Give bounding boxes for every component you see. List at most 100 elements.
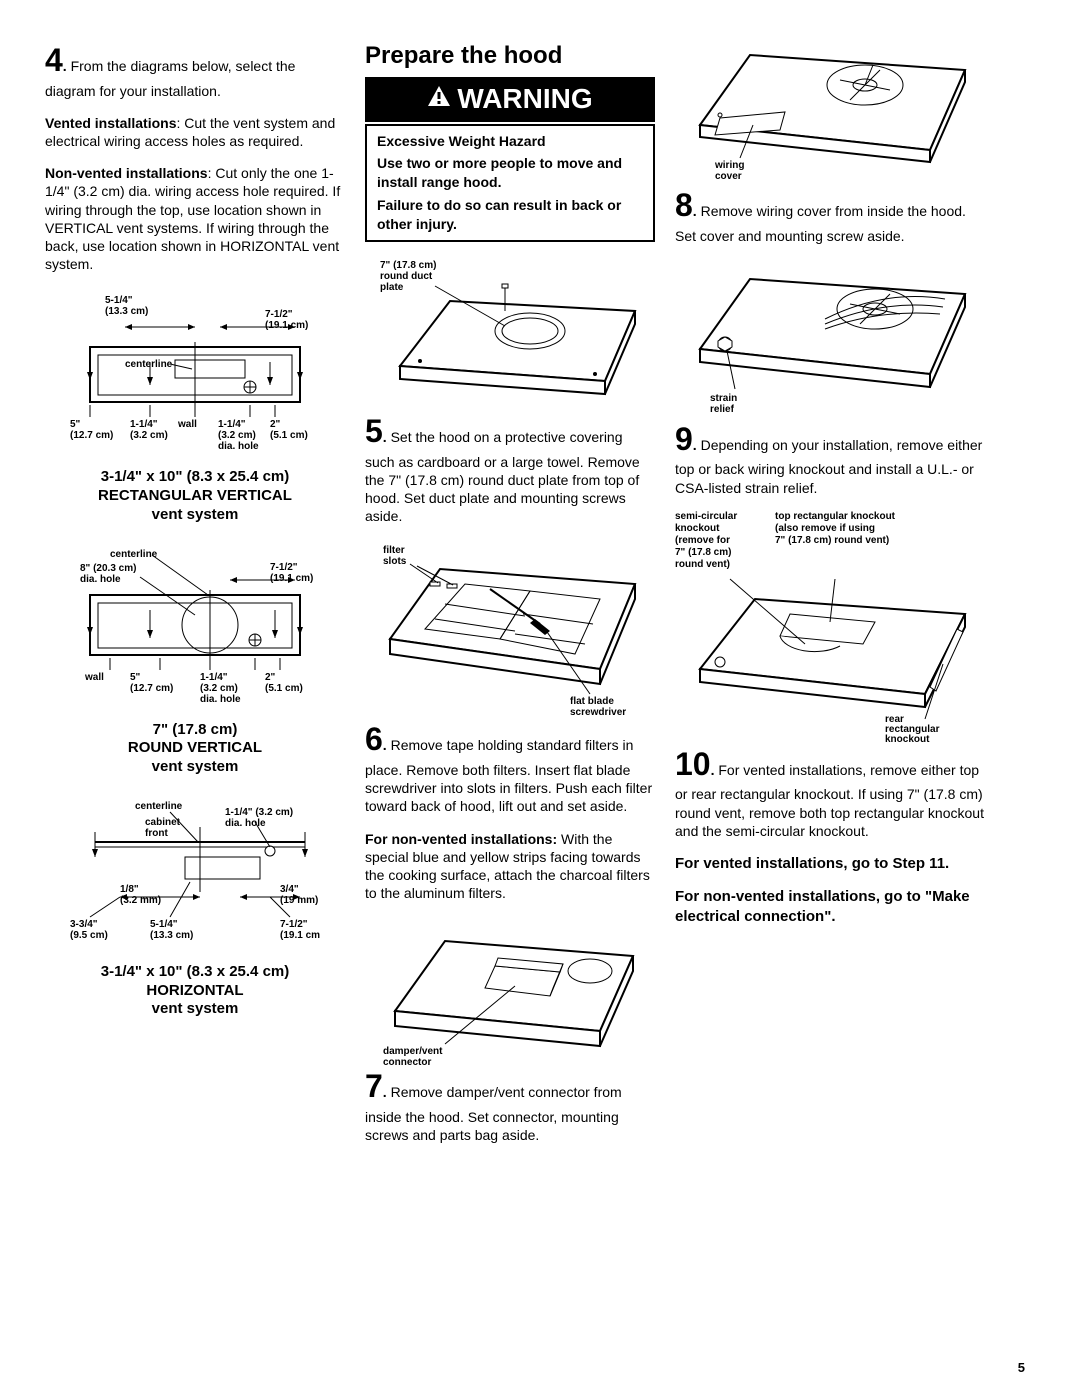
diagram-10-label-right: top rectangular knockout (also remove if…: [775, 511, 985, 571]
svg-text:1-1/4": 1-1/4": [200, 672, 228, 683]
svg-text:2": 2": [270, 419, 281, 430]
svg-text:1-1/4": 1-1/4": [218, 419, 246, 430]
diagram-3: centerline cabinet front 1-1/4" (3.2 cm)…: [45, 797, 345, 1019]
page-number: 5: [1018, 1360, 1025, 1377]
diagram-9-svg: strain relief: [685, 259, 975, 419]
svg-text:(3.2 cm): (3.2 cm): [218, 430, 256, 441]
diagram-5-svg: 7" (17.8 cm) round duct plate: [375, 256, 645, 411]
svg-text:screwdriver: screwdriver: [570, 707, 626, 718]
step-10-paragraph: 10. For vented installations, remove eit…: [675, 744, 985, 840]
svg-text:7" (17.8 cm): 7" (17.8 cm): [380, 260, 436, 271]
warning-icon: [427, 85, 451, 115]
svg-text:5-1/4": 5-1/4": [150, 919, 178, 930]
svg-text:centerline: centerline: [110, 549, 158, 560]
svg-text:relief: relief: [710, 404, 735, 415]
svg-text:7-1/2": 7-1/2": [265, 309, 293, 320]
svg-text:slots: slots: [383, 556, 407, 567]
step-4-number: 4: [45, 42, 63, 78]
svg-text:wall: wall: [177, 419, 197, 430]
step-9-number: 9: [675, 421, 693, 457]
svg-text:5": 5": [70, 419, 81, 430]
svg-text:dia. hole: dia. hole: [80, 574, 121, 585]
diagram-2-svg: centerline 8" (20.3 cm) dia. hole 7-1/2"…: [70, 545, 320, 715]
step-9-paragraph: 9. Depending on your installation, remov…: [675, 419, 985, 497]
svg-text:plate: plate: [380, 282, 404, 293]
svg-text:dia. hole: dia. hole: [218, 441, 259, 452]
svg-text:(9.5 cm): (9.5 cm): [70, 930, 108, 941]
svg-text:(19.1 cm): (19.1 cm): [280, 930, 320, 941]
svg-text:(5.1 cm): (5.1 cm): [265, 683, 303, 694]
svg-text:2": 2": [265, 672, 276, 683]
diagram-2-caption: 7" (17.8 cm) ROUND VERTICAL vent system: [45, 721, 345, 777]
svg-text:(13.3 cm): (13.3 cm): [105, 306, 148, 317]
svg-text:damper/vent: damper/vent: [383, 1046, 443, 1057]
svg-text:(12.7 cm): (12.7 cm): [70, 430, 113, 441]
diagram-1-svg: 5-1/4" (13.3 cm) 7-1/2" (19.1 cm) center…: [70, 287, 320, 462]
diagram-step-6: filter slots flat blade screwdriver: [365, 539, 655, 719]
column-2: Prepare the hood WARNING Excessive Weigh…: [365, 40, 655, 1158]
svg-text:wall: wall: [84, 672, 104, 683]
svg-text:5-1/4": 5-1/4": [105, 295, 133, 306]
svg-text:(5.1 cm): (5.1 cm): [270, 430, 308, 441]
diagram-3-svg: centerline cabinet front 1-1/4" (3.2 cm)…: [70, 797, 320, 957]
nonvented-paragraph: Non-vented installations: Cut only the o…: [45, 164, 345, 273]
svg-text:(3.2 cm): (3.2 cm): [130, 430, 168, 441]
diagram-step-7: damper/vent connector: [365, 916, 655, 1066]
svg-text:flat blade: flat blade: [570, 696, 614, 707]
step-5-number: 5: [365, 413, 383, 449]
svg-text:1-1/4" (3.2 cm): 1-1/4" (3.2 cm): [225, 807, 293, 818]
svg-text:cover: cover: [715, 171, 742, 182]
diagram-step-9: strain relief: [675, 259, 985, 419]
diagram-8-svg: wiring cover: [685, 40, 975, 185]
svg-text:cabinet: cabinet: [145, 817, 181, 828]
svg-text:(19 mm): (19 mm): [280, 895, 318, 906]
svg-text:connector: connector: [383, 1057, 431, 1066]
diagram-2: centerline 8" (20.3 cm) dia. hole 7-1/2"…: [45, 545, 345, 777]
diagram-10-svg: rear rectangular knockout: [685, 574, 975, 744]
step-8-number: 8: [675, 187, 693, 223]
svg-text:(3.2 cm): (3.2 cm): [200, 683, 238, 694]
step-4-text: From the diagrams below, select the diag…: [45, 58, 295, 99]
diagram-7-svg: damper/vent connector: [375, 916, 645, 1066]
vented-paragraph: Vented installations: Cut the vent syste…: [45, 114, 345, 150]
diagram-10-label-left: semi-circular knockout (remove for 7" (1…: [675, 511, 765, 571]
step-10-number: 10: [675, 746, 711, 782]
final-instruction-2: For non-vented installations, go to "Mak…: [675, 887, 985, 926]
diagram-3-caption: 3-1/4" x 10" (8.3 x 25.4 cm) HORIZONTAL …: [45, 963, 345, 1019]
nonvented-label: Non-vented installations: [45, 165, 208, 181]
diagram-1: 5-1/4" (13.3 cm) 7-1/2" (19.1 cm) center…: [45, 287, 345, 524]
svg-text:(19.1 cm): (19.1 cm): [265, 320, 308, 331]
step-5-paragraph: 5. Set the hood on a protective covering…: [365, 411, 655, 525]
diagram-step-8: wiring cover: [675, 40, 985, 185]
svg-text:round duct: round duct: [380, 271, 433, 282]
diagram-step-10: semi-circular knockout (remove for 7" (1…: [675, 511, 985, 744]
svg-text:1/8": 1/8": [120, 884, 139, 895]
svg-text:1-1/4": 1-1/4": [130, 419, 158, 430]
svg-text:dia. hole: dia. hole: [225, 818, 266, 829]
svg-text:knockout: knockout: [885, 734, 930, 744]
diagram-6-svg: filter slots flat blade screwdriver: [375, 539, 645, 719]
svg-text:7-1/2": 7-1/2": [280, 919, 308, 930]
svg-text:(12.7 cm): (12.7 cm): [130, 683, 173, 694]
svg-text:strain: strain: [710, 393, 737, 404]
step-4-paragraph: 4. From the diagrams below, select the d…: [45, 40, 345, 100]
diagram-1-caption: 3-1/4" x 10" (8.3 x 25.4 cm) RECTANGULAR…: [45, 468, 345, 524]
step-7-paragraph: 7. Remove damper/vent connector from ins…: [365, 1066, 655, 1144]
section-title: Prepare the hood: [365, 40, 655, 71]
step-7-number: 7: [365, 1068, 383, 1104]
svg-text:centerline: centerline: [125, 359, 173, 370]
svg-text:dia. hole: dia. hole: [200, 694, 241, 705]
step-8-paragraph: 8. Remove wiring cover from inside the h…: [675, 185, 985, 245]
step-6-number: 6: [365, 721, 383, 757]
svg-text:wiring: wiring: [714, 160, 744, 171]
svg-text:(13.3 cm): (13.3 cm): [150, 930, 193, 941]
vented-label: Vented installations: [45, 115, 176, 131]
step-6-paragraph: 6. Remove tape holding standard filters …: [365, 719, 655, 815]
diagram-step-5: 7" (17.8 cm) round duct plate: [365, 256, 655, 411]
column-1: 4. From the diagrams below, select the d…: [45, 40, 345, 1158]
svg-text:centerline: centerline: [135, 801, 183, 812]
final-instruction-1: For vented installations, go to Step 11.: [675, 854, 985, 874]
warning-box: Excessive Weight Hazard Use two or more …: [365, 124, 655, 242]
svg-text:8" (20.3 cm): 8" (20.3 cm): [80, 563, 136, 574]
step-6-nonvented: For non-vented installations: With the s…: [365, 830, 655, 903]
